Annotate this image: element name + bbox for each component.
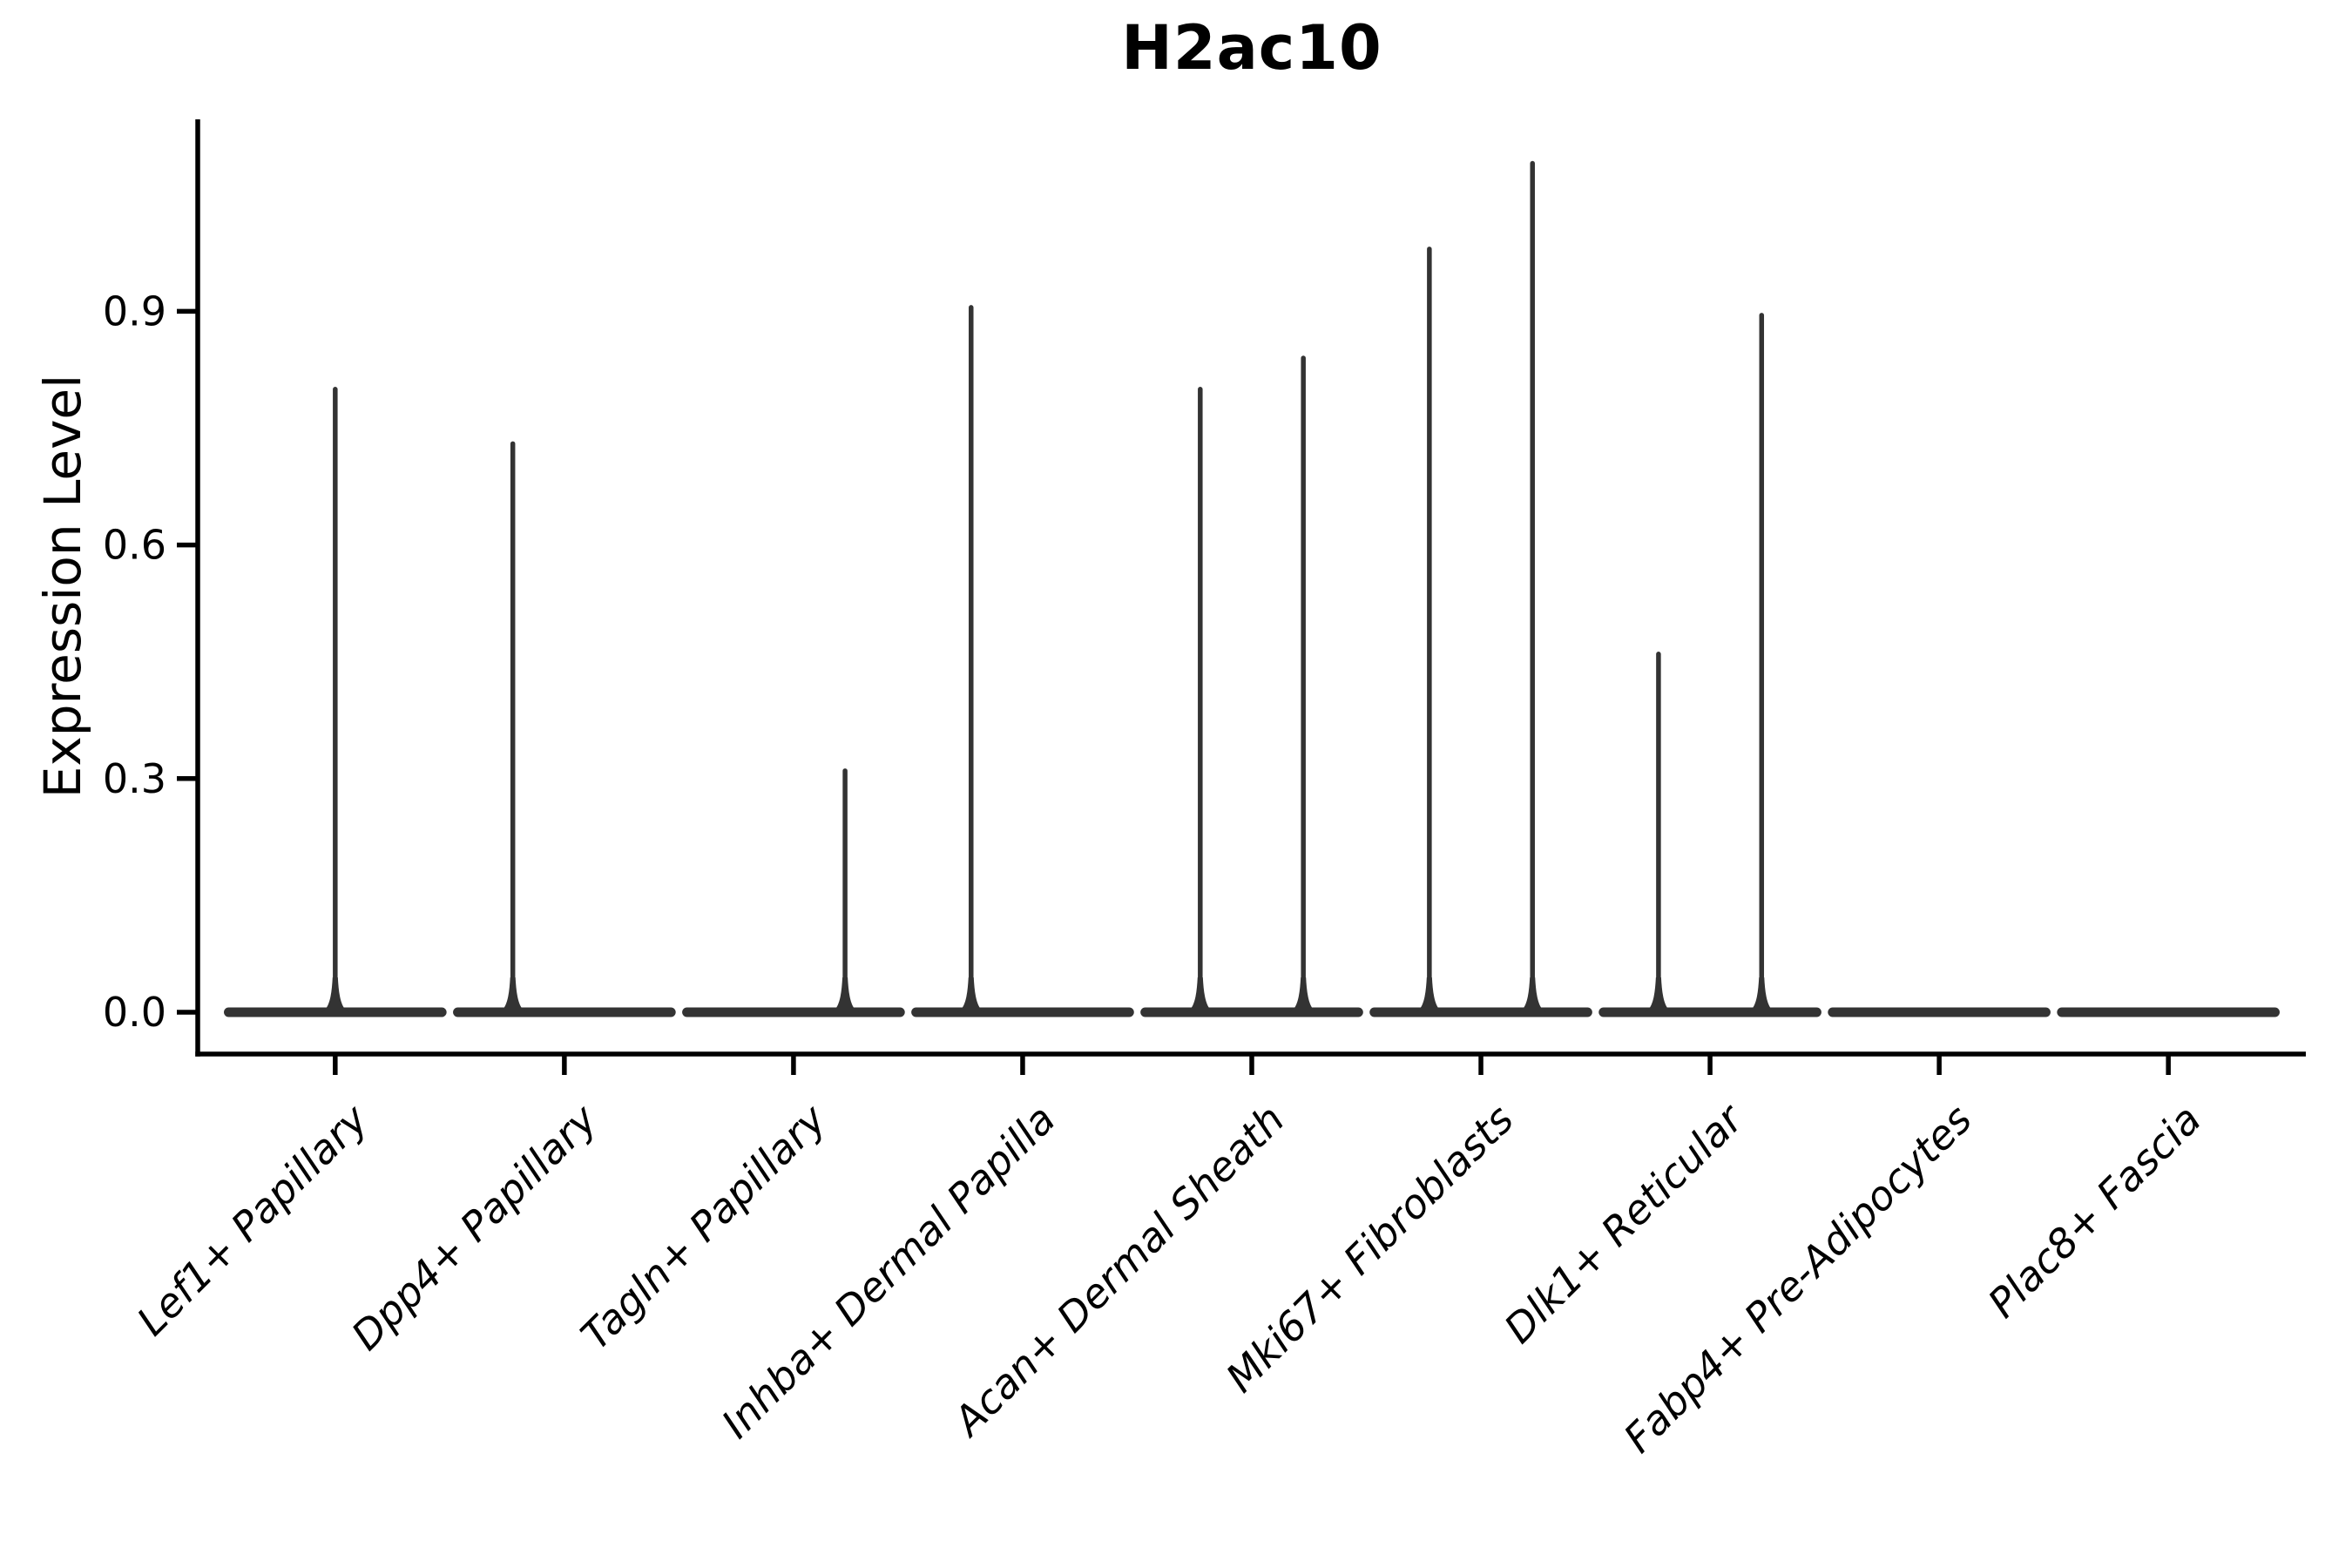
y-tick-label: 0.6: [103, 522, 166, 569]
chart-title: H2ac10: [1121, 12, 1382, 84]
x-tick-label: Dlk1+ Reticular: [1495, 1093, 1754, 1352]
x-tick-label: Plac8+ Fascia: [1979, 1096, 2210, 1327]
violin-spike-flare: [498, 977, 527, 1012]
violin-spike-flare: [1644, 977, 1673, 1012]
violin-spike-flare: [1518, 977, 1547, 1012]
y-tick-label: 0.0: [103, 989, 166, 1036]
x-tick-label: Lef1+ Papillary: [128, 1095, 377, 1344]
y-tick-label: 0.9: [103, 288, 166, 335]
violin-spike-flare: [1186, 977, 1214, 1012]
violin-spike-flare: [956, 977, 985, 1012]
x-tick-label: Dpp4+ Papillary: [342, 1095, 606, 1359]
violin-spike-flare: [831, 977, 860, 1012]
violin-spike-flare: [321, 977, 349, 1012]
y-tick-label: 0.3: [103, 755, 166, 802]
violin-spike-flare: [1747, 977, 1776, 1012]
x-tick-label: Tagln+ Papillary: [571, 1095, 835, 1359]
violin-spike-flare: [1289, 977, 1318, 1012]
violin-spike-flare: [1415, 977, 1443, 1012]
